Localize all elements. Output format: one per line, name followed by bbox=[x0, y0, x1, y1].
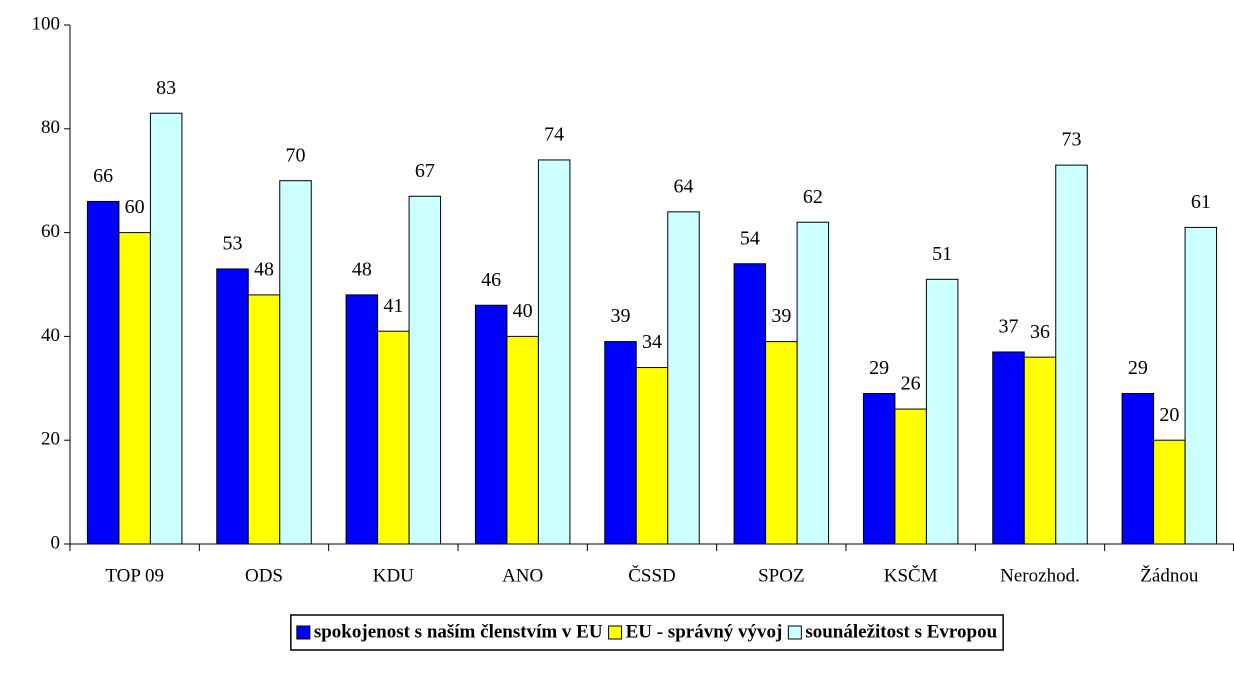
y-tick-label: 80 bbox=[41, 117, 60, 138]
legend-label: sounáležitost s Evropou bbox=[805, 621, 997, 642]
x-tick-label: ČSSD bbox=[628, 564, 676, 586]
value-label: 36 bbox=[1030, 321, 1050, 343]
bar bbox=[506, 335, 539, 545]
value-label: 83 bbox=[156, 77, 176, 99]
bar bbox=[1153, 439, 1186, 545]
value-label: 54 bbox=[740, 227, 760, 249]
x-tick-label: KSČM bbox=[884, 564, 938, 586]
value-label: 26 bbox=[901, 373, 921, 395]
legend-label: EU - správný vývoj bbox=[626, 621, 783, 642]
value-label: 64 bbox=[674, 175, 694, 197]
value-label: 39 bbox=[611, 305, 631, 327]
value-label: 61 bbox=[1191, 191, 1211, 213]
y-tick-label: 20 bbox=[41, 429, 60, 450]
value-label: 29 bbox=[1128, 357, 1148, 379]
legend-label: spokojenost s naším členstvím v EU bbox=[314, 621, 603, 642]
bar bbox=[408, 195, 442, 545]
bar bbox=[765, 341, 798, 545]
bar bbox=[537, 159, 571, 545]
bar bbox=[474, 304, 508, 545]
bar bbox=[86, 200, 120, 545]
value-label: 48 bbox=[352, 258, 372, 280]
bar bbox=[1184, 226, 1218, 545]
value-label: 29 bbox=[869, 357, 889, 379]
value-label: 39 bbox=[771, 305, 791, 327]
bar bbox=[796, 221, 830, 545]
bar bbox=[247, 294, 281, 545]
value-label: 67 bbox=[415, 160, 435, 182]
y-tick-label: 0 bbox=[51, 532, 61, 553]
bar bbox=[733, 263, 767, 545]
value-label: 40 bbox=[513, 300, 533, 322]
x-tick-label: TOP 09 bbox=[105, 565, 164, 586]
x-tick-label: SPOZ bbox=[758, 565, 804, 586]
bar bbox=[279, 180, 312, 545]
x-tick-label: ODS bbox=[245, 565, 283, 586]
bar bbox=[1055, 164, 1088, 545]
bar bbox=[345, 294, 379, 545]
value-label: 74 bbox=[544, 124, 564, 146]
x-tick-label: Nerozhod. bbox=[1000, 565, 1080, 586]
legend-swatch bbox=[608, 625, 623, 640]
legend-box bbox=[290, 614, 1004, 651]
legend-swatch bbox=[787, 625, 802, 640]
bar bbox=[862, 392, 896, 545]
bar bbox=[377, 330, 410, 545]
value-label: 20 bbox=[1159, 404, 1179, 426]
value-label: 48 bbox=[254, 258, 274, 280]
bar bbox=[1121, 392, 1155, 545]
bar bbox=[216, 268, 249, 545]
value-label: 34 bbox=[642, 331, 662, 353]
bar bbox=[149, 112, 183, 545]
x-tick-label: Žádnou bbox=[1140, 564, 1199, 586]
bar bbox=[667, 211, 700, 545]
legend: spokojenost s naším členstvím v EU EU - s… bbox=[290, 614, 1004, 651]
value-label: 46 bbox=[481, 269, 501, 291]
value-label: 51 bbox=[932, 243, 952, 265]
bar bbox=[925, 278, 959, 545]
x-tick-label: KDU bbox=[373, 565, 414, 586]
value-label: 73 bbox=[1062, 129, 1082, 151]
bar bbox=[635, 367, 669, 545]
value-label: 66 bbox=[93, 165, 113, 187]
bar bbox=[118, 232, 151, 545]
y-tick-label: 40 bbox=[41, 325, 60, 346]
value-label: 70 bbox=[286, 144, 306, 166]
value-label: 41 bbox=[383, 295, 403, 317]
value-label: 37 bbox=[999, 316, 1019, 338]
y-tick-label: 100 bbox=[32, 13, 61, 34]
value-label: 62 bbox=[803, 186, 823, 208]
y-tick-label: 60 bbox=[41, 221, 60, 242]
value-label: 60 bbox=[125, 196, 145, 218]
bar bbox=[1023, 356, 1057, 545]
bar bbox=[604, 341, 637, 545]
value-label: 53 bbox=[223, 233, 243, 255]
x-tick-label: ANO bbox=[502, 565, 543, 586]
bar bbox=[894, 408, 927, 545]
legend-swatch bbox=[296, 625, 311, 640]
bar bbox=[992, 351, 1025, 545]
